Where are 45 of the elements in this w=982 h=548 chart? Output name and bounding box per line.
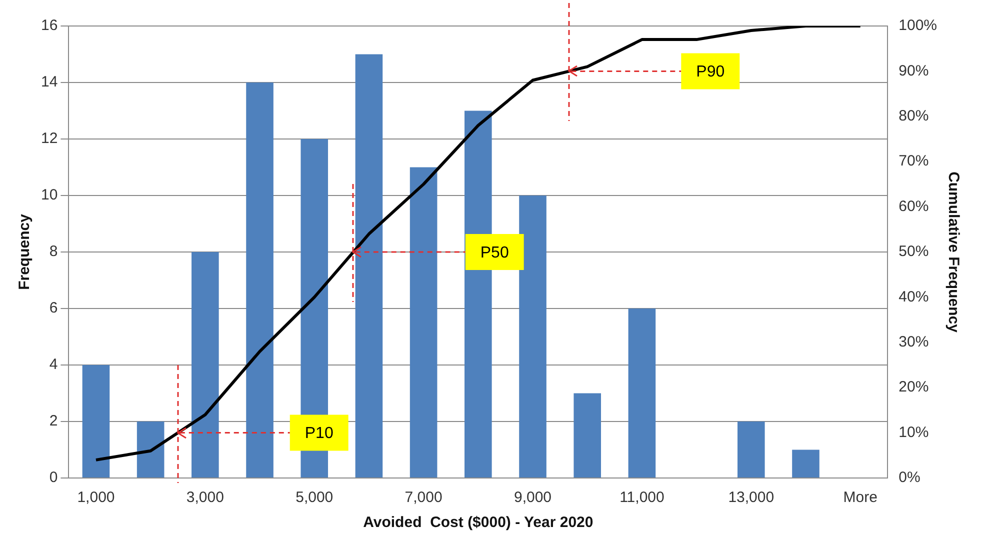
y-tick-label: 14 — [40, 74, 58, 91]
x-tick-label: 3,000 — [186, 489, 224, 506]
bar — [246, 82, 274, 478]
y2-tick-label: 80% — [898, 108, 929, 125]
bar — [628, 308, 656, 478]
y2-tick-label: 50% — [898, 243, 929, 260]
y-tick-label: 8 — [49, 243, 58, 260]
y2-tick-label: 90% — [898, 62, 929, 80]
y-tick-label: 0 — [49, 469, 58, 486]
bar — [192, 252, 219, 478]
y-tick-label: 12 — [40, 130, 58, 148]
x-tick-label: 5,000 — [296, 489, 334, 506]
y2-axis-title: Cumulative Frequency — [944, 172, 962, 334]
y-tick-label: 2 — [49, 412, 58, 430]
y2-tick-label: 0% — [898, 469, 920, 486]
x-tick-label: 11,000 — [620, 489, 664, 506]
y2-tick-label: 40% — [898, 288, 929, 306]
y2-tick-label: 10% — [898, 424, 929, 441]
bar — [519, 196, 546, 478]
y-tick-label: 10 — [40, 186, 58, 204]
ref-line-label: P50 — [480, 244, 509, 262]
y2-tick-label: 100% — [898, 17, 938, 34]
x-tick-label: 13,000 — [728, 489, 774, 506]
bar — [574, 393, 602, 478]
x-tick-label: More — [843, 489, 878, 506]
x-axis-title: Avoided Cost ($000) - Year 2020 — [363, 514, 594, 532]
bar — [410, 167, 438, 478]
y-axis-title: Frequency — [16, 213, 34, 290]
y2-tick-label: 30% — [898, 334, 929, 351]
bar — [136, 422, 164, 478]
bar — [82, 365, 110, 478]
y2-tick-label: 20% — [898, 378, 929, 396]
y-tick-label: 6 — [49, 300, 58, 317]
y-tick-label: 4 — [49, 356, 58, 374]
bar — [355, 54, 383, 478]
bar — [737, 422, 765, 478]
x-tick-label: 1,000 — [77, 489, 115, 506]
x-tick-label: 7,000 — [404, 489, 442, 506]
y2-tick-label: 70% — [898, 152, 929, 170]
ref-line-label: P10 — [304, 425, 334, 442]
ref-line-label: P90 — [696, 64, 725, 81]
bar — [792, 450, 820, 478]
y-tick-label: 16 — [40, 17, 58, 34]
y2-tick-label: 60% — [898, 198, 929, 215]
x-tick-label: 9,000 — [514, 489, 552, 506]
